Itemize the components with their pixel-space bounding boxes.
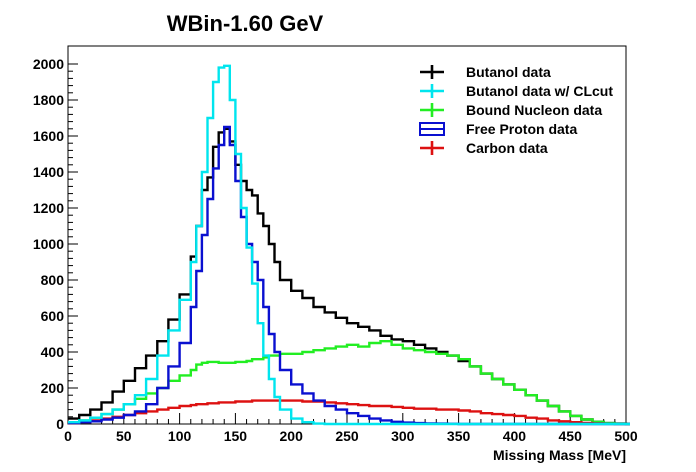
legend-label: Butanol data xyxy=(466,64,551,80)
series-line-4 xyxy=(68,399,630,426)
legend-label: Butanol data w/ CLcut xyxy=(466,83,613,99)
x-tick-label: 300 xyxy=(391,428,415,444)
x-tick-label: 100 xyxy=(168,428,192,444)
y-tick-label: 1000 xyxy=(33,236,64,252)
y-tick-label: 1800 xyxy=(33,92,64,108)
y-axis: 0 200 400 600 800 1000 1200 1400 1600 1800 2000 xyxy=(33,56,78,432)
y-tick-label: 1600 xyxy=(33,128,64,144)
x-tick-label: 200 xyxy=(280,428,304,444)
x-tick-label: 400 xyxy=(503,428,527,444)
series-line-1 xyxy=(68,64,630,426)
x-axis: 0 50 100 150 200 250 300 350 400 450 500 xyxy=(64,413,638,444)
x-tick-label: 150 xyxy=(224,428,248,444)
x-tick-label: 0 xyxy=(64,428,72,444)
y-tick-label: 800 xyxy=(41,272,65,288)
legend-label: Carbon data xyxy=(466,140,548,156)
y-tick-label: 2000 xyxy=(33,56,64,72)
x-axis-title: Missing Mass [MeV] xyxy=(493,447,626,463)
x-tick-label: 350 xyxy=(447,428,471,444)
y-tick-label: 400 xyxy=(41,344,65,360)
x-tick-label: 500 xyxy=(614,428,638,444)
y-tick-label: 0 xyxy=(56,416,64,432)
series-line-2 xyxy=(68,340,630,426)
legend: Butanol data Butanol data w/ CLcut Bound N… xyxy=(419,64,613,156)
y-tick-label: 200 xyxy=(41,380,65,396)
x-tick-label: 50 xyxy=(116,428,132,444)
legend-label: Free Proton data xyxy=(466,121,577,137)
chart-title: WBin-1.60 GeV xyxy=(167,11,324,36)
y-tick-label: 600 xyxy=(41,308,65,324)
legend-label: Bound Nucleon data xyxy=(466,102,602,118)
y-tick-label: 1200 xyxy=(33,200,64,216)
series-layer xyxy=(68,64,630,426)
x-tick-label: 450 xyxy=(559,428,583,444)
x-tick-label: 250 xyxy=(335,428,359,444)
y-tick-label: 1400 xyxy=(33,164,64,180)
